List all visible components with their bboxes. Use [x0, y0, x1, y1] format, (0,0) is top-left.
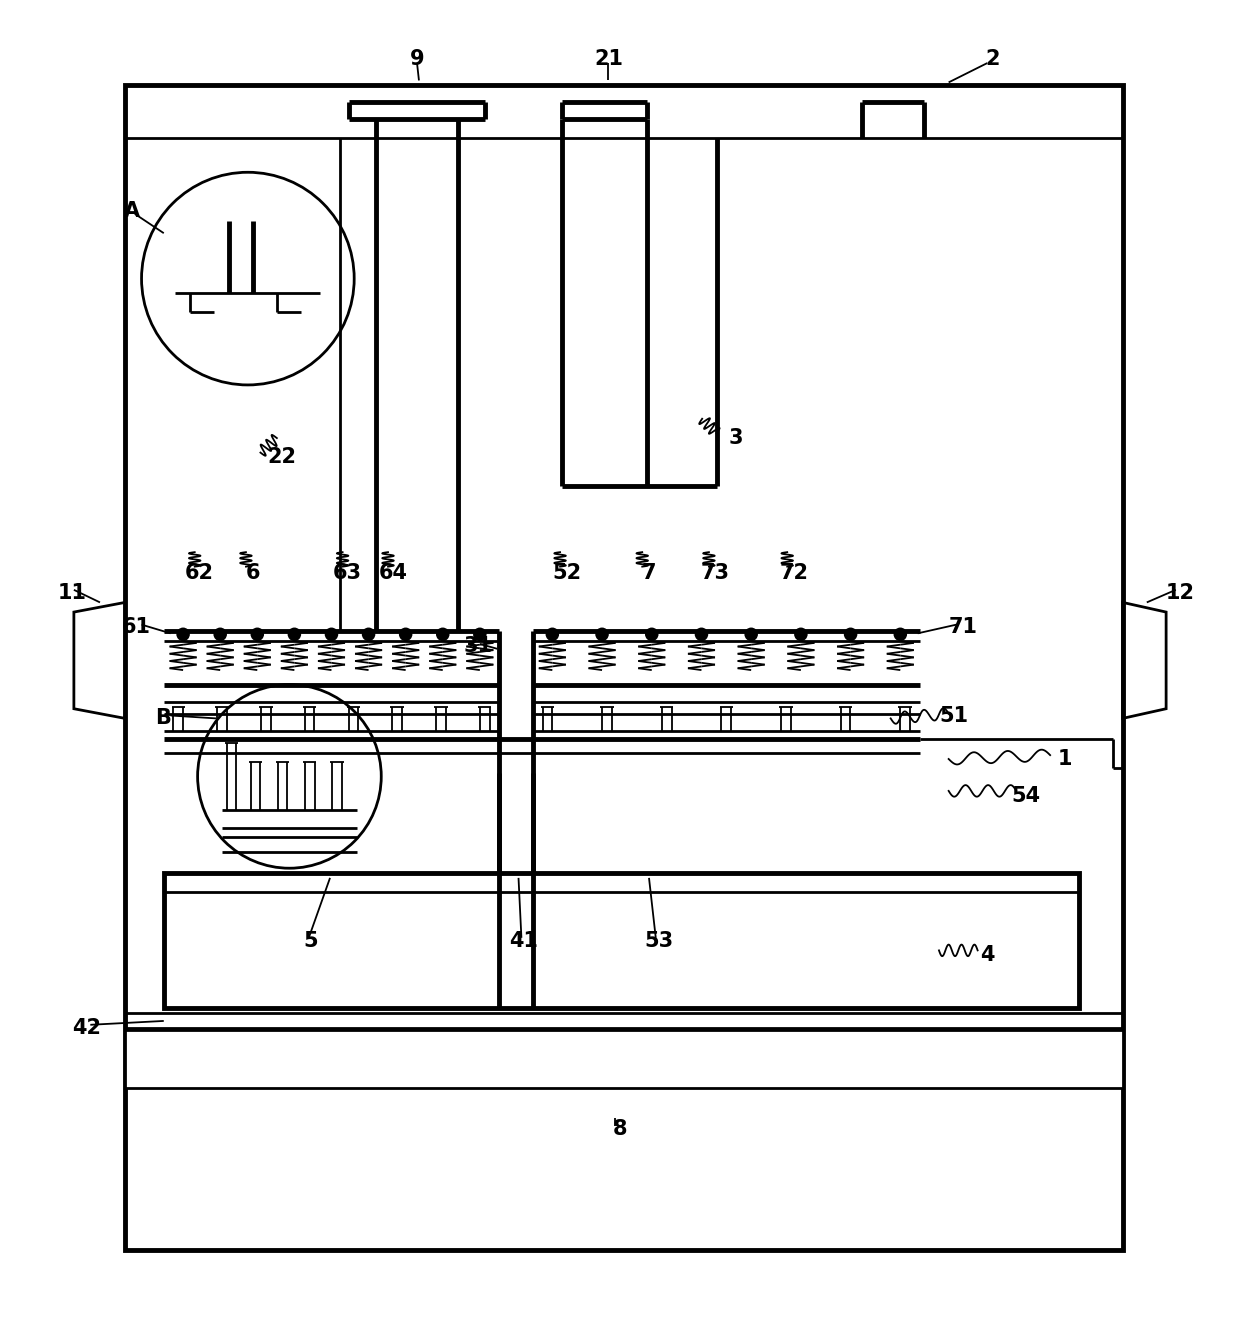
Text: 8: 8 [613, 1120, 627, 1140]
Circle shape [213, 628, 227, 641]
Text: 51: 51 [939, 707, 968, 727]
Circle shape [744, 628, 758, 641]
Text: 22: 22 [267, 448, 296, 468]
Circle shape [250, 628, 264, 641]
Circle shape [546, 628, 559, 641]
Text: 42: 42 [72, 1017, 100, 1038]
Text: 52: 52 [552, 563, 582, 583]
Text: 12: 12 [1166, 583, 1195, 602]
Text: 6: 6 [246, 563, 260, 583]
Text: 3: 3 [729, 429, 743, 448]
Circle shape [176, 628, 190, 641]
Bar [125, 1030, 1122, 1087]
Text: 61: 61 [123, 617, 151, 637]
Text: 4: 4 [980, 945, 994, 965]
Text: 7: 7 [642, 563, 656, 583]
Circle shape [595, 628, 609, 641]
Text: 63: 63 [332, 563, 362, 583]
Circle shape [474, 628, 486, 641]
Text: 21: 21 [594, 50, 622, 69]
Text: 11: 11 [57, 583, 87, 602]
Text: 2: 2 [985, 50, 999, 69]
Bar [164, 874, 1079, 1008]
Text: B: B [155, 708, 171, 728]
Text: 41: 41 [508, 930, 538, 950]
Circle shape [794, 628, 807, 641]
Circle shape [288, 628, 301, 641]
Circle shape [894, 628, 908, 641]
Circle shape [399, 628, 413, 641]
Circle shape [436, 628, 450, 641]
Circle shape [844, 628, 857, 641]
Text: 72: 72 [780, 563, 808, 583]
Text: 9: 9 [409, 50, 424, 69]
Circle shape [694, 628, 708, 641]
Text: 1: 1 [1058, 749, 1071, 769]
Text: 5: 5 [304, 930, 317, 950]
Text: 62: 62 [185, 563, 215, 583]
Text: 73: 73 [701, 563, 729, 583]
Text: A: A [124, 202, 140, 220]
Text: 54: 54 [1012, 786, 1040, 805]
Bar [125, 85, 1122, 1250]
Circle shape [645, 628, 658, 641]
Circle shape [325, 628, 339, 641]
Text: 53: 53 [644, 930, 673, 950]
Text: 31: 31 [464, 636, 492, 656]
Text: 71: 71 [949, 617, 977, 637]
Circle shape [362, 628, 376, 641]
Text: 64: 64 [378, 563, 408, 583]
